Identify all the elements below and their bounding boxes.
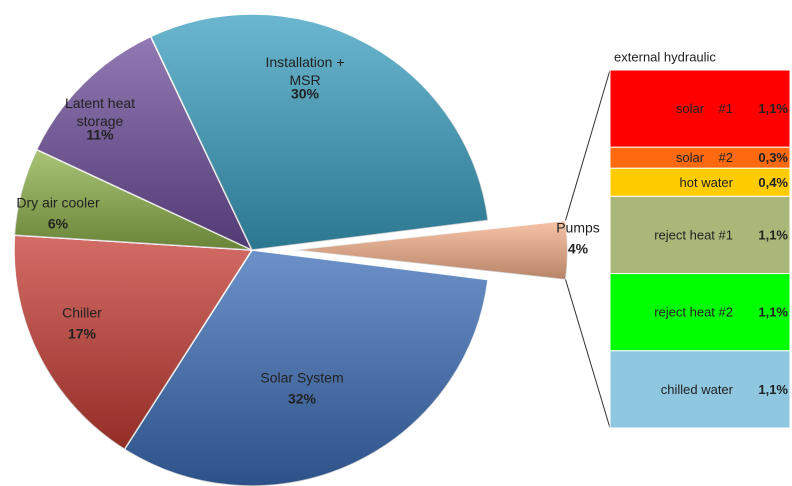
segment-label: solar #2: [676, 150, 733, 165]
slice-label: Latent heat storage: [65, 95, 135, 129]
slice-label: Dry air cooler: [16, 195, 100, 211]
segment-label: solar #1: [676, 101, 733, 116]
segment-label: chilled water: [661, 382, 734, 397]
slice-shade: [14, 235, 253, 450]
slice-shade: [294, 220, 568, 280]
segment-value: 1,1%: [758, 227, 788, 242]
segment-label: reject heat #2: [654, 305, 733, 320]
slice-value: 17%: [68, 326, 97, 342]
label-line: Installation +: [266, 54, 345, 70]
segment-label: reject heat #1: [654, 227, 733, 242]
label-line: MSR: [289, 72, 320, 88]
slice-shade: [150, 14, 489, 251]
slice-label: Installation + MSR: [266, 54, 345, 88]
connector: [565, 69, 611, 221]
label-line: Latent heat: [65, 95, 135, 111]
slice-label: Solar System: [260, 370, 343, 386]
bar-segment: [609, 273, 791, 352]
bar-segment: [609, 195, 791, 275]
slice-shade: [36, 36, 253, 250]
bar-segment: [609, 167, 791, 197]
slice-value: 30%: [291, 86, 320, 102]
slice-value: 11%: [86, 127, 114, 143]
segment-value: 0,3%: [758, 150, 788, 165]
slice-label: Pumps: [556, 220, 600, 236]
connector: [565, 279, 611, 429]
segment-value: 1,1%: [758, 101, 788, 116]
breakdown-title: external hydraulic: [614, 49, 716, 64]
slice-shade: [14, 149, 253, 250]
segment-value: 1,1%: [758, 305, 788, 320]
label-line: storage: [77, 113, 124, 129]
segment-label: hot water: [680, 175, 734, 190]
bar-segment: [609, 69, 791, 148]
slice-label: Chiller: [62, 305, 102, 321]
slice-value: 4%: [568, 241, 589, 257]
segment-value: 1,1%: [758, 382, 788, 397]
segment-value: 0,4%: [758, 175, 788, 190]
bar-segment: [609, 350, 791, 429]
slice-shade: [124, 250, 489, 486]
slice-value: 32%: [288, 391, 317, 407]
slice-value: 6%: [48, 216, 69, 232]
